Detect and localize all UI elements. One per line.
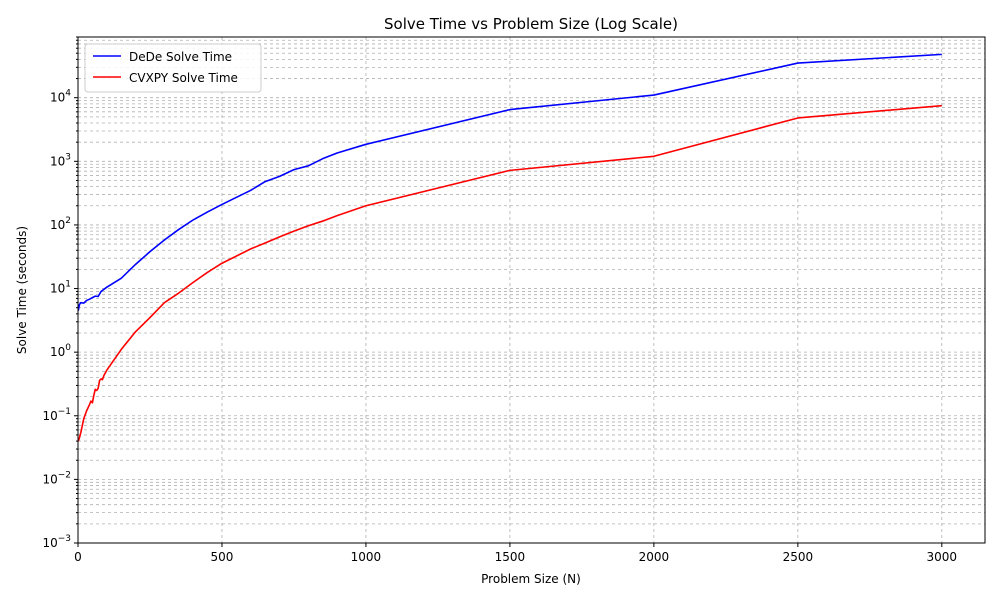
x-tick-label: 0: [74, 550, 82, 564]
y-tick-base: 10: [42, 472, 57, 486]
y-tick-label: 101: [50, 280, 71, 296]
y-tick-exponent: −2: [58, 470, 71, 480]
y-tick-base: 10: [50, 91, 65, 105]
y-tick-label: 10−1: [42, 407, 71, 423]
x-tick-label: 500: [211, 550, 234, 564]
y-tick-base: 10: [50, 345, 65, 359]
y-tick-label: 100: [50, 343, 71, 359]
y-tick-label: 10−2: [42, 470, 71, 486]
y-tick-base: 10: [50, 282, 65, 296]
y-tick-base: 10: [50, 218, 65, 232]
series-lines: [77, 53, 942, 442]
y-tick-label: 103: [50, 152, 71, 168]
y-tick-base: 10: [50, 154, 65, 168]
legend-box: [84, 43, 262, 93]
series-line-cvxpy: [77, 104, 942, 442]
x-tick-label: 1500: [495, 550, 526, 564]
y-tick-exponent: 0: [65, 343, 71, 353]
legend-label-dede: DeDe Solve Time: [129, 50, 232, 64]
series-line-dede: [77, 53, 942, 311]
axis-ticks: 0 500 1000 1500 2000 2500 300010−310−210−11001…: [42, 36, 958, 564]
y-tick-label: 102: [50, 216, 71, 232]
y-tick-base: 10: [42, 409, 57, 423]
x-axis-title: Problem Size (N): [481, 572, 581, 586]
y-tick-exponent: 2: [65, 216, 71, 226]
chart-title: Solve Time vs Problem Size (Log Scale): [384, 15, 678, 33]
x-tick-label: 3000: [927, 550, 958, 564]
legend-label-cvxpy: CVXPY Solve Time: [129, 71, 238, 85]
x-tick-label: 1000: [351, 550, 382, 564]
legend: DeDe Solve Time CVXPY Solve Time: [84, 43, 262, 93]
y-tick-exponent: −1: [58, 407, 71, 417]
y-tick-exponent: 1: [65, 280, 71, 290]
y-tick-exponent: 3: [65, 152, 71, 162]
y-axis-title: Solve Time (seconds): [15, 226, 29, 354]
grid: [77, 36, 985, 544]
y-tick-base: 10: [42, 536, 57, 550]
x-tick-label: 2500: [783, 550, 814, 564]
y-tick-exponent: −3: [58, 534, 71, 544]
y-tick-label: 104: [50, 89, 71, 105]
plot-frame: [77, 36, 986, 544]
y-tick-exponent: 4: [65, 89, 71, 99]
x-tick-label: 2000: [639, 550, 670, 564]
y-tick-label: 10−3: [42, 534, 71, 550]
